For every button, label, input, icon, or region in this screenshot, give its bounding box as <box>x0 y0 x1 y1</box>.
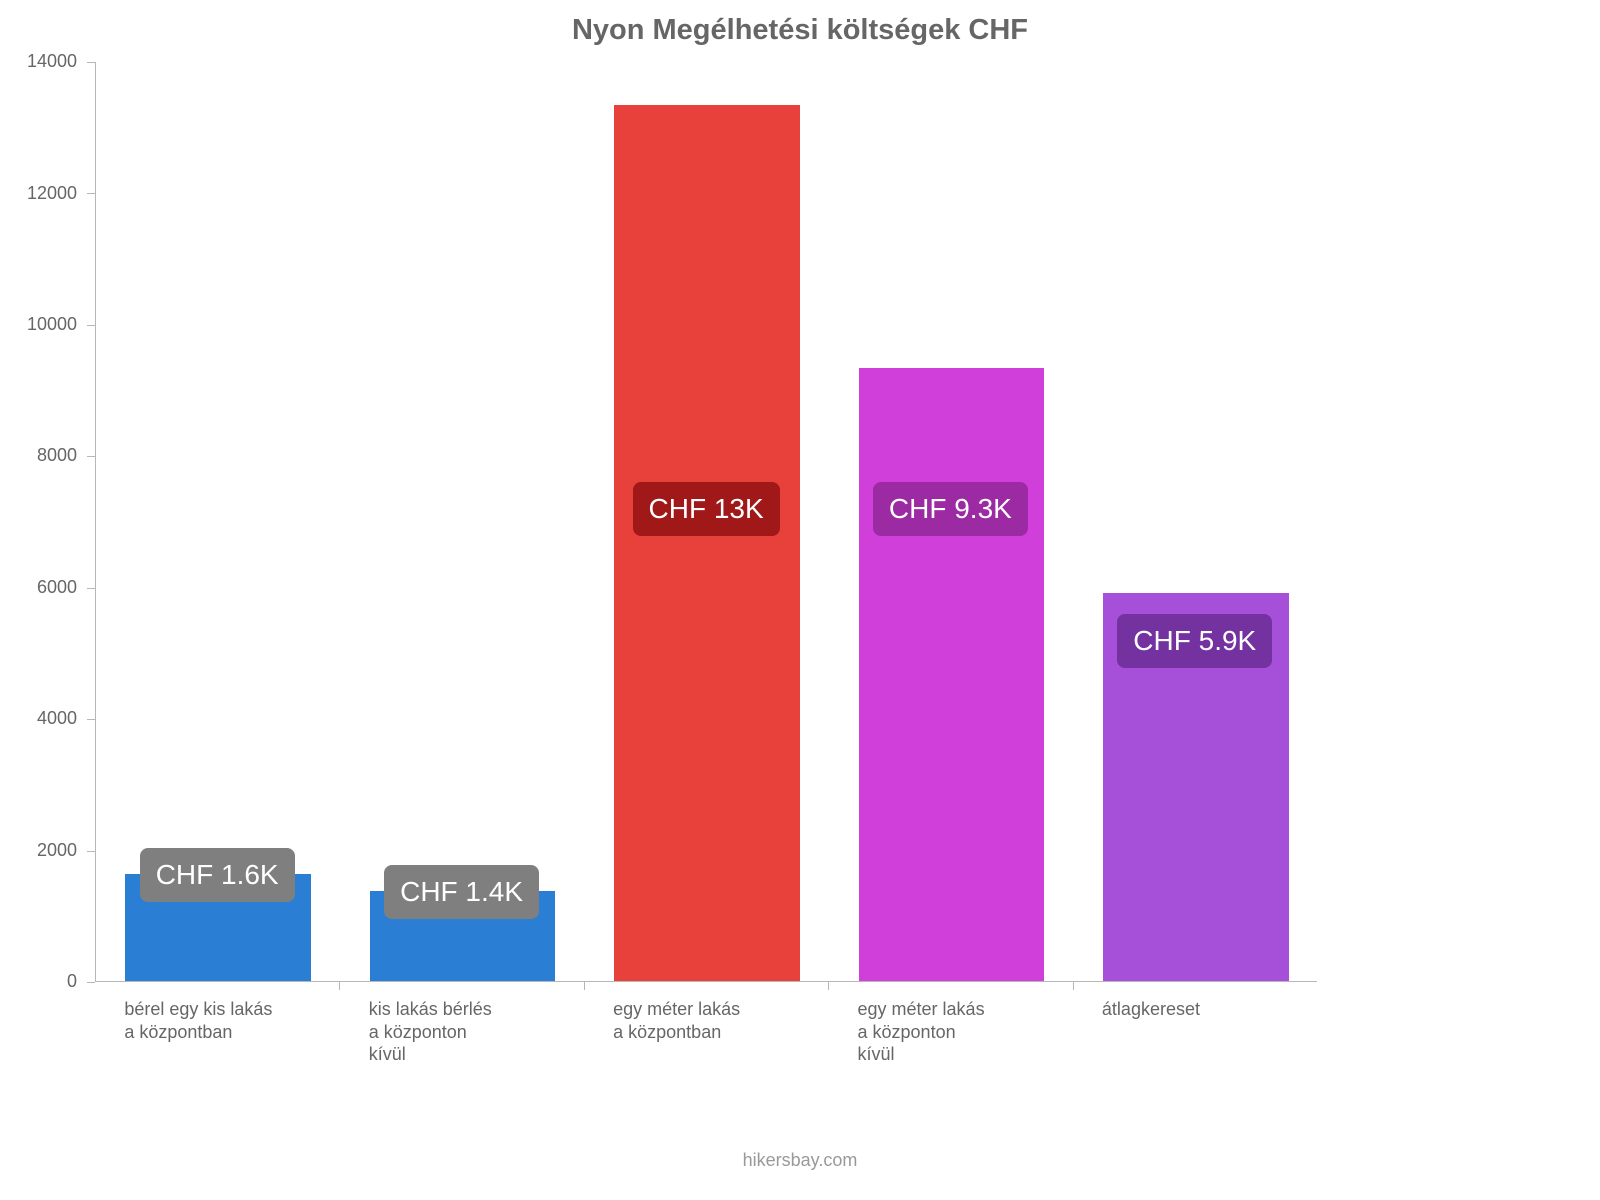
y-tick-label: 14000 <box>0 51 77 72</box>
y-tick-mark <box>87 325 95 326</box>
y-tick-mark <box>87 456 95 457</box>
bar-value-label: CHF 1.4K <box>384 865 539 919</box>
bar-value-label: CHF 5.9K <box>1117 614 1272 668</box>
y-tick-label: 10000 <box>0 314 77 335</box>
y-tick-mark <box>87 62 95 63</box>
y-tick-mark <box>87 588 95 589</box>
chart-footer: hikersbay.com <box>0 1150 1600 1171</box>
y-tick-mark <box>87 719 95 720</box>
y-tick-label: 6000 <box>0 577 77 598</box>
x-tick-mark <box>584 982 585 990</box>
y-tick-label: 8000 <box>0 445 77 466</box>
chart-title: Nyon Megélhetési költségek CHF <box>0 14 1600 47</box>
y-tick-mark <box>87 982 95 983</box>
x-axis-label: egy méter lakás a központon kívül <box>858 998 1044 1066</box>
bar-value-label: CHF 9.3K <box>873 482 1028 536</box>
y-tick-label: 4000 <box>0 708 77 729</box>
x-axis-label: egy méter lakás a központban <box>613 998 799 1043</box>
x-tick-mark <box>1073 982 1074 990</box>
bar-value-label: CHF 13K <box>633 482 780 536</box>
x-tick-mark <box>828 982 829 990</box>
x-axis-label: bérel egy kis lakás a központban <box>124 998 310 1043</box>
chart-container: Nyon Megélhetési költségek CHF hikersbay… <box>0 0 1600 1200</box>
x-axis-label: átlagkereset <box>1102 998 1288 1021</box>
chart-bar <box>614 105 800 981</box>
x-tick-mark <box>339 982 340 990</box>
y-tick-label: 12000 <box>0 183 77 204</box>
y-tick-mark <box>87 851 95 852</box>
bar-value-label: CHF 1.6K <box>140 848 295 902</box>
y-tick-label: 0 <box>0 971 77 992</box>
y-tick-mark <box>87 193 95 194</box>
x-axis-label: kis lakás bérlés a központon kívül <box>369 998 555 1066</box>
y-tick-label: 2000 <box>0 840 77 861</box>
chart-bar <box>859 368 1045 981</box>
